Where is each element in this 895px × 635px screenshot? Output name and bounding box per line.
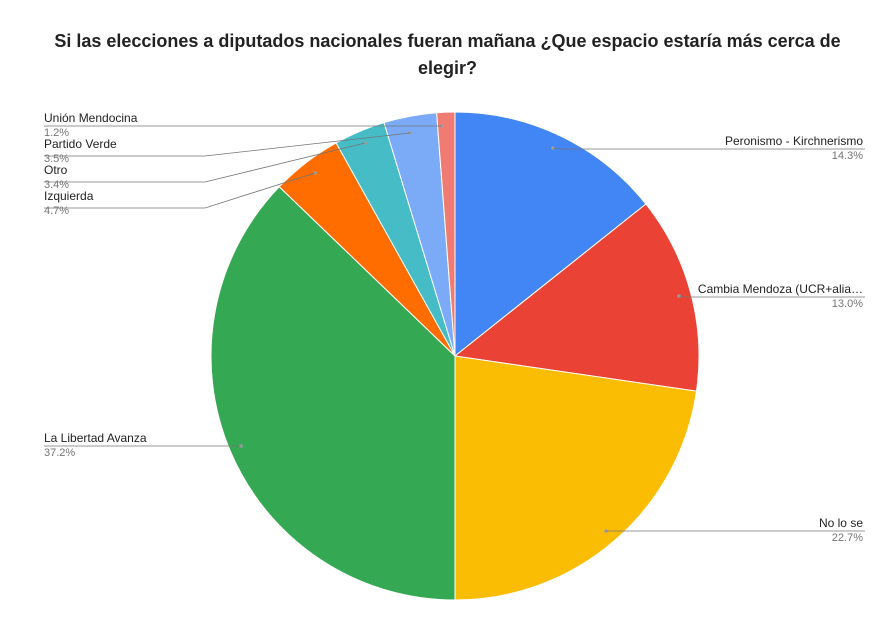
slice-percent-7: 1.2%: [44, 127, 69, 139]
pie-slice-7: [436, 111, 456, 357]
slice-label-4: Izquierda: [44, 189, 94, 203]
chart-title-line-1: Si las elecciones a diputados nacionales…: [54, 31, 841, 51]
chart-title-line-2: elegir?: [417, 58, 478, 78]
slice-percent-0: 14.3%: [832, 150, 863, 162]
pie-slices: [210, 111, 700, 601]
slice-label-2: No lo se: [819, 516, 863, 530]
pie-slice-0: [454, 111, 647, 358]
pie-slice-1: [453, 203, 700, 392]
chart-title: Si las elecciones a diputados nacionales…: [0, 28, 895, 82]
slice-label-7: Unión Mendocina: [44, 111, 138, 125]
leader-line-0: [552, 147, 865, 150]
slice-label-5: Otro: [44, 163, 68, 177]
slice-percent-3: 37.2%: [44, 447, 75, 459]
leader-line-5: [44, 142, 366, 183]
slice-label-6: Partido Verde: [44, 137, 117, 151]
leader-line-6: [44, 132, 411, 157]
slice-label-3: La Libertad Avanza: [44, 431, 147, 445]
slice-label-1: Cambia Mendoza (UCR+alia…: [698, 282, 863, 296]
pie-slice-3: [210, 186, 456, 601]
slice-percent-4: 4.7%: [44, 205, 69, 217]
slice-label-0: Peronismo - Kirchnerismo: [725, 134, 863, 148]
leader-line-4: [44, 172, 316, 209]
leader-line-1: [678, 295, 865, 298]
pie-labels: Peronismo - Kirchnerismo 14.3% Cambia Mend…: [44, 111, 865, 544]
slice-percent-2: 22.7%: [832, 532, 863, 544]
slice-percent-5: 3.4%: [44, 179, 69, 191]
slice-percent-1: 13.0%: [832, 298, 863, 310]
pie-slice-2: [454, 355, 698, 601]
slice-percent-6: 3.5%: [44, 153, 69, 165]
